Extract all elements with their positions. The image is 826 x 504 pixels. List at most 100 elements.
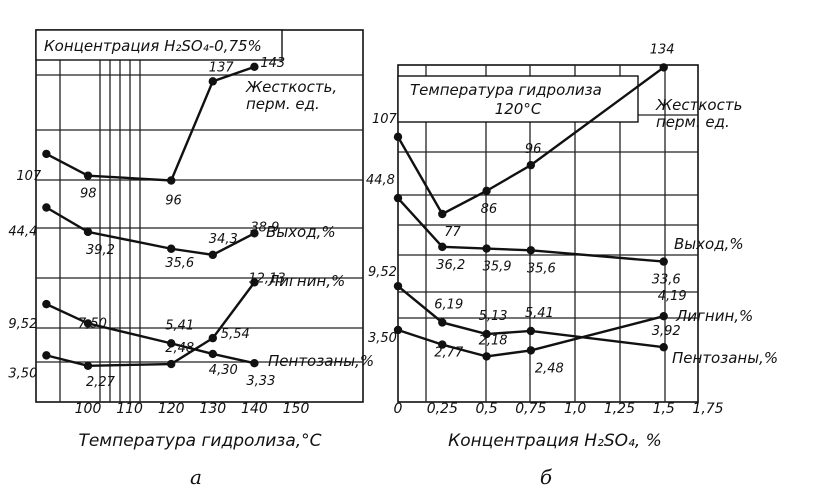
panel-letter: а [190,465,202,489]
data-point [167,339,176,348]
data-point [659,343,668,352]
data-label: 134 [650,42,675,57]
x-tick-label: 120 [158,401,185,417]
data-point [438,318,447,327]
data-point [167,176,176,185]
panel-letter: б [540,465,553,489]
data-label: 39,2 [86,243,115,258]
data-label: 4,30 [209,363,238,378]
data-point [42,299,51,309]
data-label: 38,9 [250,220,279,235]
data-point [526,160,536,170]
x-tick-label: 110 [116,401,143,417]
data-point [659,63,668,72]
data-point [208,333,217,343]
chart-panel-b: 0 0,25 0,5 0,75 1,0 1,25 1,5 1,75 Концентрация H… [366,42,778,489]
data-label: 2,48 [535,361,564,376]
data-point [482,244,491,253]
data-point [42,149,51,159]
data-label: 107 [372,112,398,127]
data-label: 2,27 [86,375,116,390]
x-tick-label: 100 [75,401,102,417]
data-label: 3,33 [246,374,275,389]
data-label: 9,52 [368,265,397,280]
data-point [42,351,51,360]
data-point [393,132,403,142]
data-label: 7,50 [78,316,107,331]
data-label: 35,9 [483,260,512,275]
data-label: 3,50 [368,331,397,346]
data-point [250,229,259,238]
series-name-label: перм. ед. [246,95,320,113]
data-point [659,257,668,266]
data-point [42,203,51,212]
series-name-label: Выход,% [266,223,336,241]
data-point [208,349,217,359]
series-name-label: Выход,% [674,235,744,253]
data-label: 5,54 [221,327,250,342]
data-point [208,250,217,260]
condition-text: Температура гидролиза [410,81,602,99]
data-point [83,227,93,237]
x-tick-label: 0,5 [475,401,497,417]
data-label: 44,8 [366,173,395,188]
data-label: 86 [481,202,498,217]
data-point [526,326,536,336]
x-axis-title: Температура гидролиза,°С [78,431,321,451]
condition-box [35,29,283,61]
data-point [167,359,176,369]
series-name-label: Жесткость, [245,78,337,96]
data-point [438,242,447,252]
data-point [659,312,668,321]
data-point [482,352,491,361]
data-point [250,62,259,72]
data-label: 33,6 [652,273,681,288]
data-label: 143 [260,56,285,71]
data-label: 107 [16,169,42,184]
data-label: 6,19 [434,297,463,312]
x-tick-label: 1,5 [653,401,675,417]
series-name-label: Лигнин,% [267,272,345,290]
data-point [482,186,491,196]
data-label: 96 [525,142,542,157]
x-tick-label: 1,75 [692,401,723,417]
x-tick-label: 0 [394,401,403,417]
data-point [250,278,259,287]
plot-frame [397,64,699,403]
data-label: 44,4 [8,225,37,240]
data-point [482,329,491,339]
series-name-label: перм. ед. [656,113,730,131]
data-point [393,325,403,335]
data-label: 4,19 [658,289,687,304]
data-point [526,346,536,355]
data-point [393,193,403,203]
series-name-label: Лигнин,% [675,307,753,325]
data-point [438,340,447,349]
data-point [438,209,447,219]
data-point [167,244,176,253]
data-label: 137 [209,60,235,75]
data-label: 5,13 [479,309,508,324]
x-tick-label: 0,25 [427,401,458,417]
data-point [526,246,536,255]
data-point [393,281,403,291]
data-label: 12,13 [248,271,285,286]
data-label: 3,92 [652,324,681,339]
data-point [83,171,93,180]
data-point [83,361,93,370]
data-label: 96 [165,193,182,208]
series-name-label: Пентозаны,% [268,352,374,370]
condition-text: Концентрация H₂SO₄-0,75% [44,37,262,55]
data-label: 34,3 [209,232,238,247]
x-tick-label: 0,75 [515,401,546,417]
data-label: 35,6 [165,256,194,271]
x-tick-label: 1,0 [564,401,586,417]
x-tick-label: 150 [283,401,310,417]
series-line [45,65,255,182]
x-tick-label: 140 [241,401,268,417]
data-point [208,77,217,86]
chart-panel-a: 100 110 120 130 140 150 Температура гидролиза,… [8,29,374,489]
data-label: 9,52 [8,317,37,332]
data-label: 2,77 [434,346,464,361]
